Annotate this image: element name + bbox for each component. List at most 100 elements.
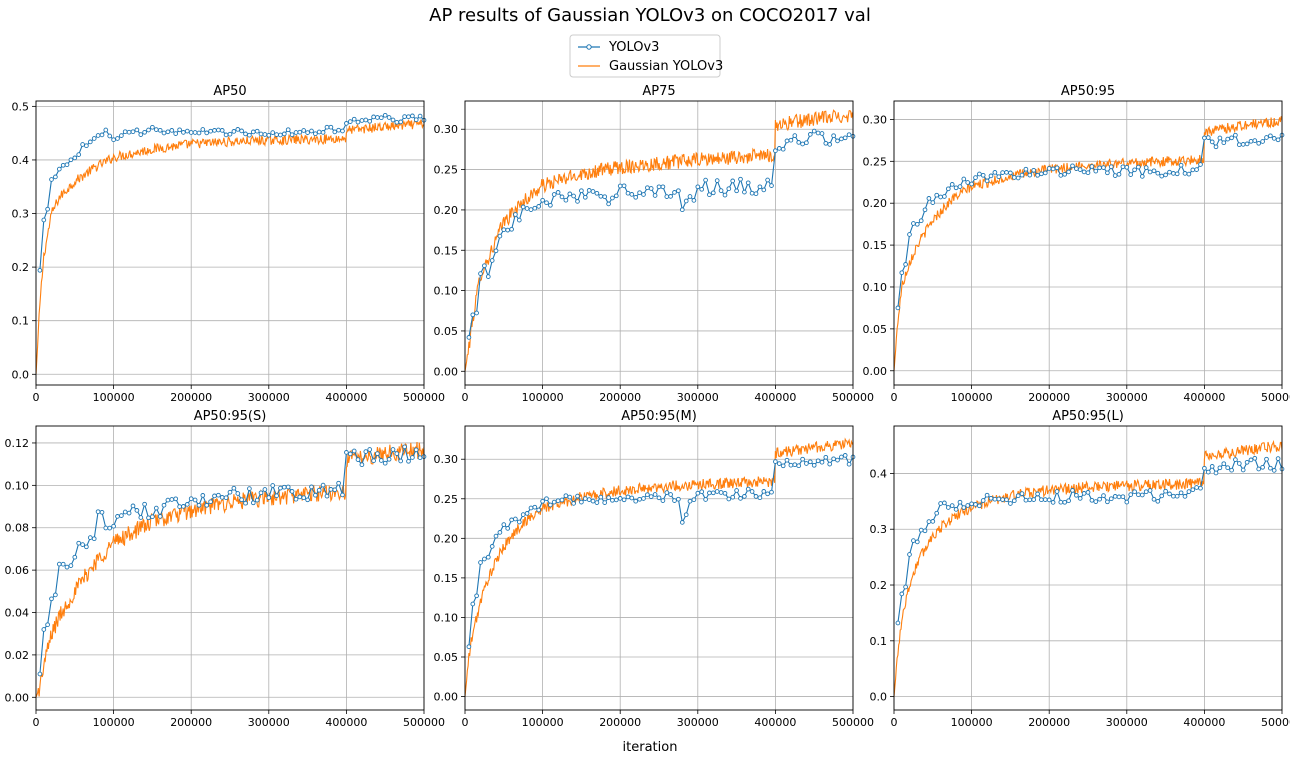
- yolov3-point: [1039, 497, 1044, 503]
- yolov3-point: [1105, 499, 1110, 505]
- yolov3-point: [68, 157, 74, 163]
- yolov3-point: [235, 127, 241, 132]
- subplot-title-ap50-95-m: AP50:95(M): [621, 409, 697, 424]
- yolov3-point: [926, 519, 932, 524]
- yolov3-point: [219, 128, 225, 133]
- yolov3-point: [742, 494, 747, 499]
- yolov3-point: [239, 128, 244, 134]
- yolov3-point: [1019, 491, 1025, 496]
- yolov3-point: [707, 490, 712, 496]
- yolov3-point: [274, 493, 279, 499]
- yolov3-point: [918, 527, 924, 533]
- yolov3-point: [417, 113, 423, 119]
- yolov3-point: [138, 132, 144, 137]
- yolov3-point: [60, 162, 66, 168]
- yolov3-point: [76, 152, 82, 157]
- yolov3-point: [668, 492, 673, 497]
- yolov3-point: [501, 227, 507, 233]
- yolov3-point: [200, 493, 206, 498]
- yolov3-point: [482, 556, 487, 562]
- yolov3-point: [1151, 496, 1157, 502]
- yolov3-point: [351, 116, 357, 122]
- yolov3-point: [1213, 144, 1219, 150]
- yolov3-point: [839, 454, 844, 460]
- yolov3-point: [212, 493, 217, 499]
- series-line-gaussian-yolov3: [894, 115, 1282, 371]
- yolov3-point: [196, 130, 202, 136]
- x-axis-label: iteration: [623, 740, 678, 755]
- yolov3-point: [973, 502, 978, 507]
- yolov3-point: [753, 191, 759, 197]
- yolov3-point: [749, 190, 755, 196]
- yolov3-point: [142, 501, 147, 507]
- yolov3-point: [980, 172, 986, 178]
- yolov3-point: [177, 504, 182, 509]
- yolov3-point: [745, 486, 751, 492]
- yolov3-point: [1101, 493, 1106, 498]
- yolov3-point: [1217, 465, 1223, 471]
- yolov3-point: [37, 671, 43, 677]
- y-tick-label: 0.10: [434, 611, 459, 624]
- yolov3-point: [718, 188, 724, 193]
- yolov3-point: [1116, 171, 1122, 177]
- yolov3-point: [122, 509, 128, 515]
- yolov3-point: [482, 263, 487, 269]
- yolov3-point: [150, 124, 155, 130]
- yolov3-point: [625, 494, 631, 500]
- yolov3-point: [126, 510, 132, 516]
- yolov3-point: [402, 444, 407, 450]
- yolov3-point: [398, 458, 404, 464]
- x-tick-label: 400000: [325, 716, 367, 729]
- yolov3-point: [367, 447, 373, 452]
- yolov3-point: [1132, 167, 1137, 173]
- y-tick-label: 0.20: [434, 532, 459, 545]
- yolov3-point: [270, 483, 276, 488]
- yolov3-point: [305, 130, 310, 135]
- yolov3-point: [406, 458, 411, 464]
- yolov3-point: [406, 114, 411, 120]
- yolov3-point: [672, 190, 677, 195]
- yolov3-point: [126, 129, 132, 135]
- yolov3-point: [1108, 164, 1114, 170]
- yolov3-point: [846, 461, 852, 467]
- yolov3-point: [1167, 491, 1172, 497]
- yolov3-point: [1085, 170, 1091, 176]
- yolov3-point: [1233, 457, 1238, 462]
- yolov3-point: [1202, 135, 1207, 141]
- yolov3-point: [914, 539, 920, 545]
- yolov3-point: [1252, 455, 1258, 461]
- yolov3-point: [359, 118, 365, 123]
- yolov3-point: [382, 460, 388, 466]
- y-tick-label: 0.15: [434, 572, 459, 585]
- yolov3-point: [582, 496, 588, 501]
- x-tick-label: 200000: [170, 716, 212, 729]
- yolov3-point: [520, 204, 526, 210]
- yolov3-point: [130, 129, 136, 135]
- y-tick-label: 0.3: [12, 208, 30, 221]
- yolov3-point: [41, 217, 47, 223]
- yolov3-point: [1105, 170, 1110, 176]
- yolov3-point: [173, 496, 179, 502]
- yolov3-point: [347, 451, 353, 457]
- yolov3-point: [1112, 173, 1118, 178]
- x-tick-label: 200000: [599, 391, 641, 404]
- series-line-yolov3: [468, 130, 853, 338]
- yolov3-point: [485, 274, 491, 279]
- yolov3-point: [266, 132, 272, 138]
- yolov3-point: [1275, 456, 1281, 461]
- yolov3-point: [1143, 489, 1149, 495]
- yolov3-point: [1124, 499, 1130, 505]
- yolov3-point: [247, 486, 252, 491]
- yolov3-point: [262, 132, 268, 137]
- yolov3-point: [1167, 169, 1172, 175]
- yolov3-point: [466, 644, 472, 650]
- yolov3-point: [555, 190, 561, 195]
- x-tick-label: 100000: [93, 716, 135, 729]
- yolov3-point: [563, 197, 569, 203]
- yolov3-point: [707, 192, 712, 198]
- yolov3-point: [988, 495, 994, 501]
- subplot-title-ap50-95-l: AP50:95(L): [1052, 409, 1124, 424]
- yolov3-point: [1120, 494, 1126, 500]
- yolov3-point: [285, 127, 291, 133]
- yolov3-point: [660, 498, 666, 503]
